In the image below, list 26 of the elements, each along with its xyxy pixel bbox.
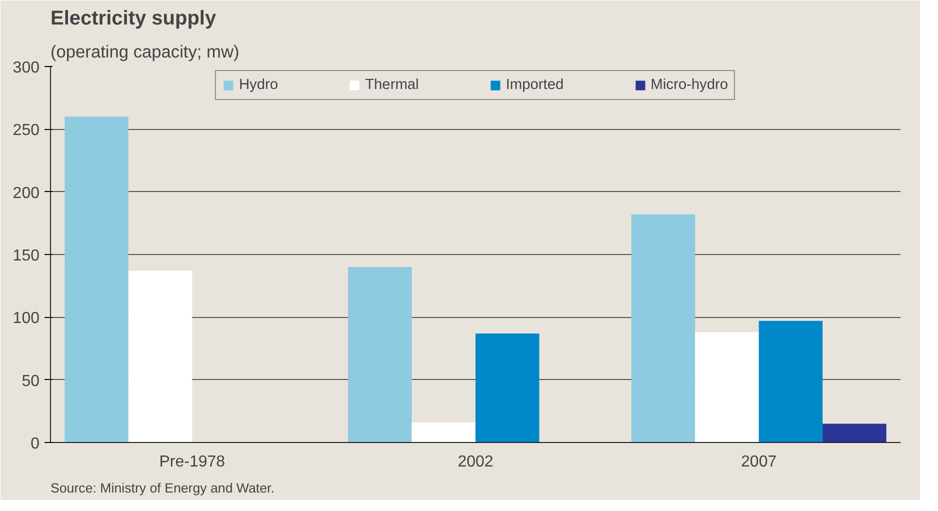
x-tick-label: 2007 [741,454,777,470]
y-tick-label: 250 [12,122,40,140]
y-tick-label: 0 [30,436,40,452]
bar [128,270,192,442]
source-note: Source: Ministry of Energy and Water. [50,480,274,496]
y-tick-label: 150 [12,248,40,264]
legend-label: Imported [506,77,564,93]
y-tick-label: 100 [12,310,40,328]
y-tick-label: 50 [22,372,40,390]
bar [64,116,128,442]
x-tick-label: 2002 [458,454,494,470]
y-tick-label: 300 [12,60,40,76]
bar [695,332,759,442]
legend-label: Hydro [238,77,278,93]
x-tick-label: Pre-1978 [159,454,226,470]
bar [758,320,823,442]
bar [348,267,412,442]
y-tick-label: 200 [12,184,40,202]
chart-title: Electricity supply [50,8,217,30]
legend-label: Micro-hydro [650,77,728,93]
bar [822,424,886,442]
bar [631,214,696,442]
chart-subtitle: (operating capacity; mw) [50,42,240,62]
bar [412,422,476,442]
bar [476,333,540,442]
legend-label: Thermal [365,77,419,93]
